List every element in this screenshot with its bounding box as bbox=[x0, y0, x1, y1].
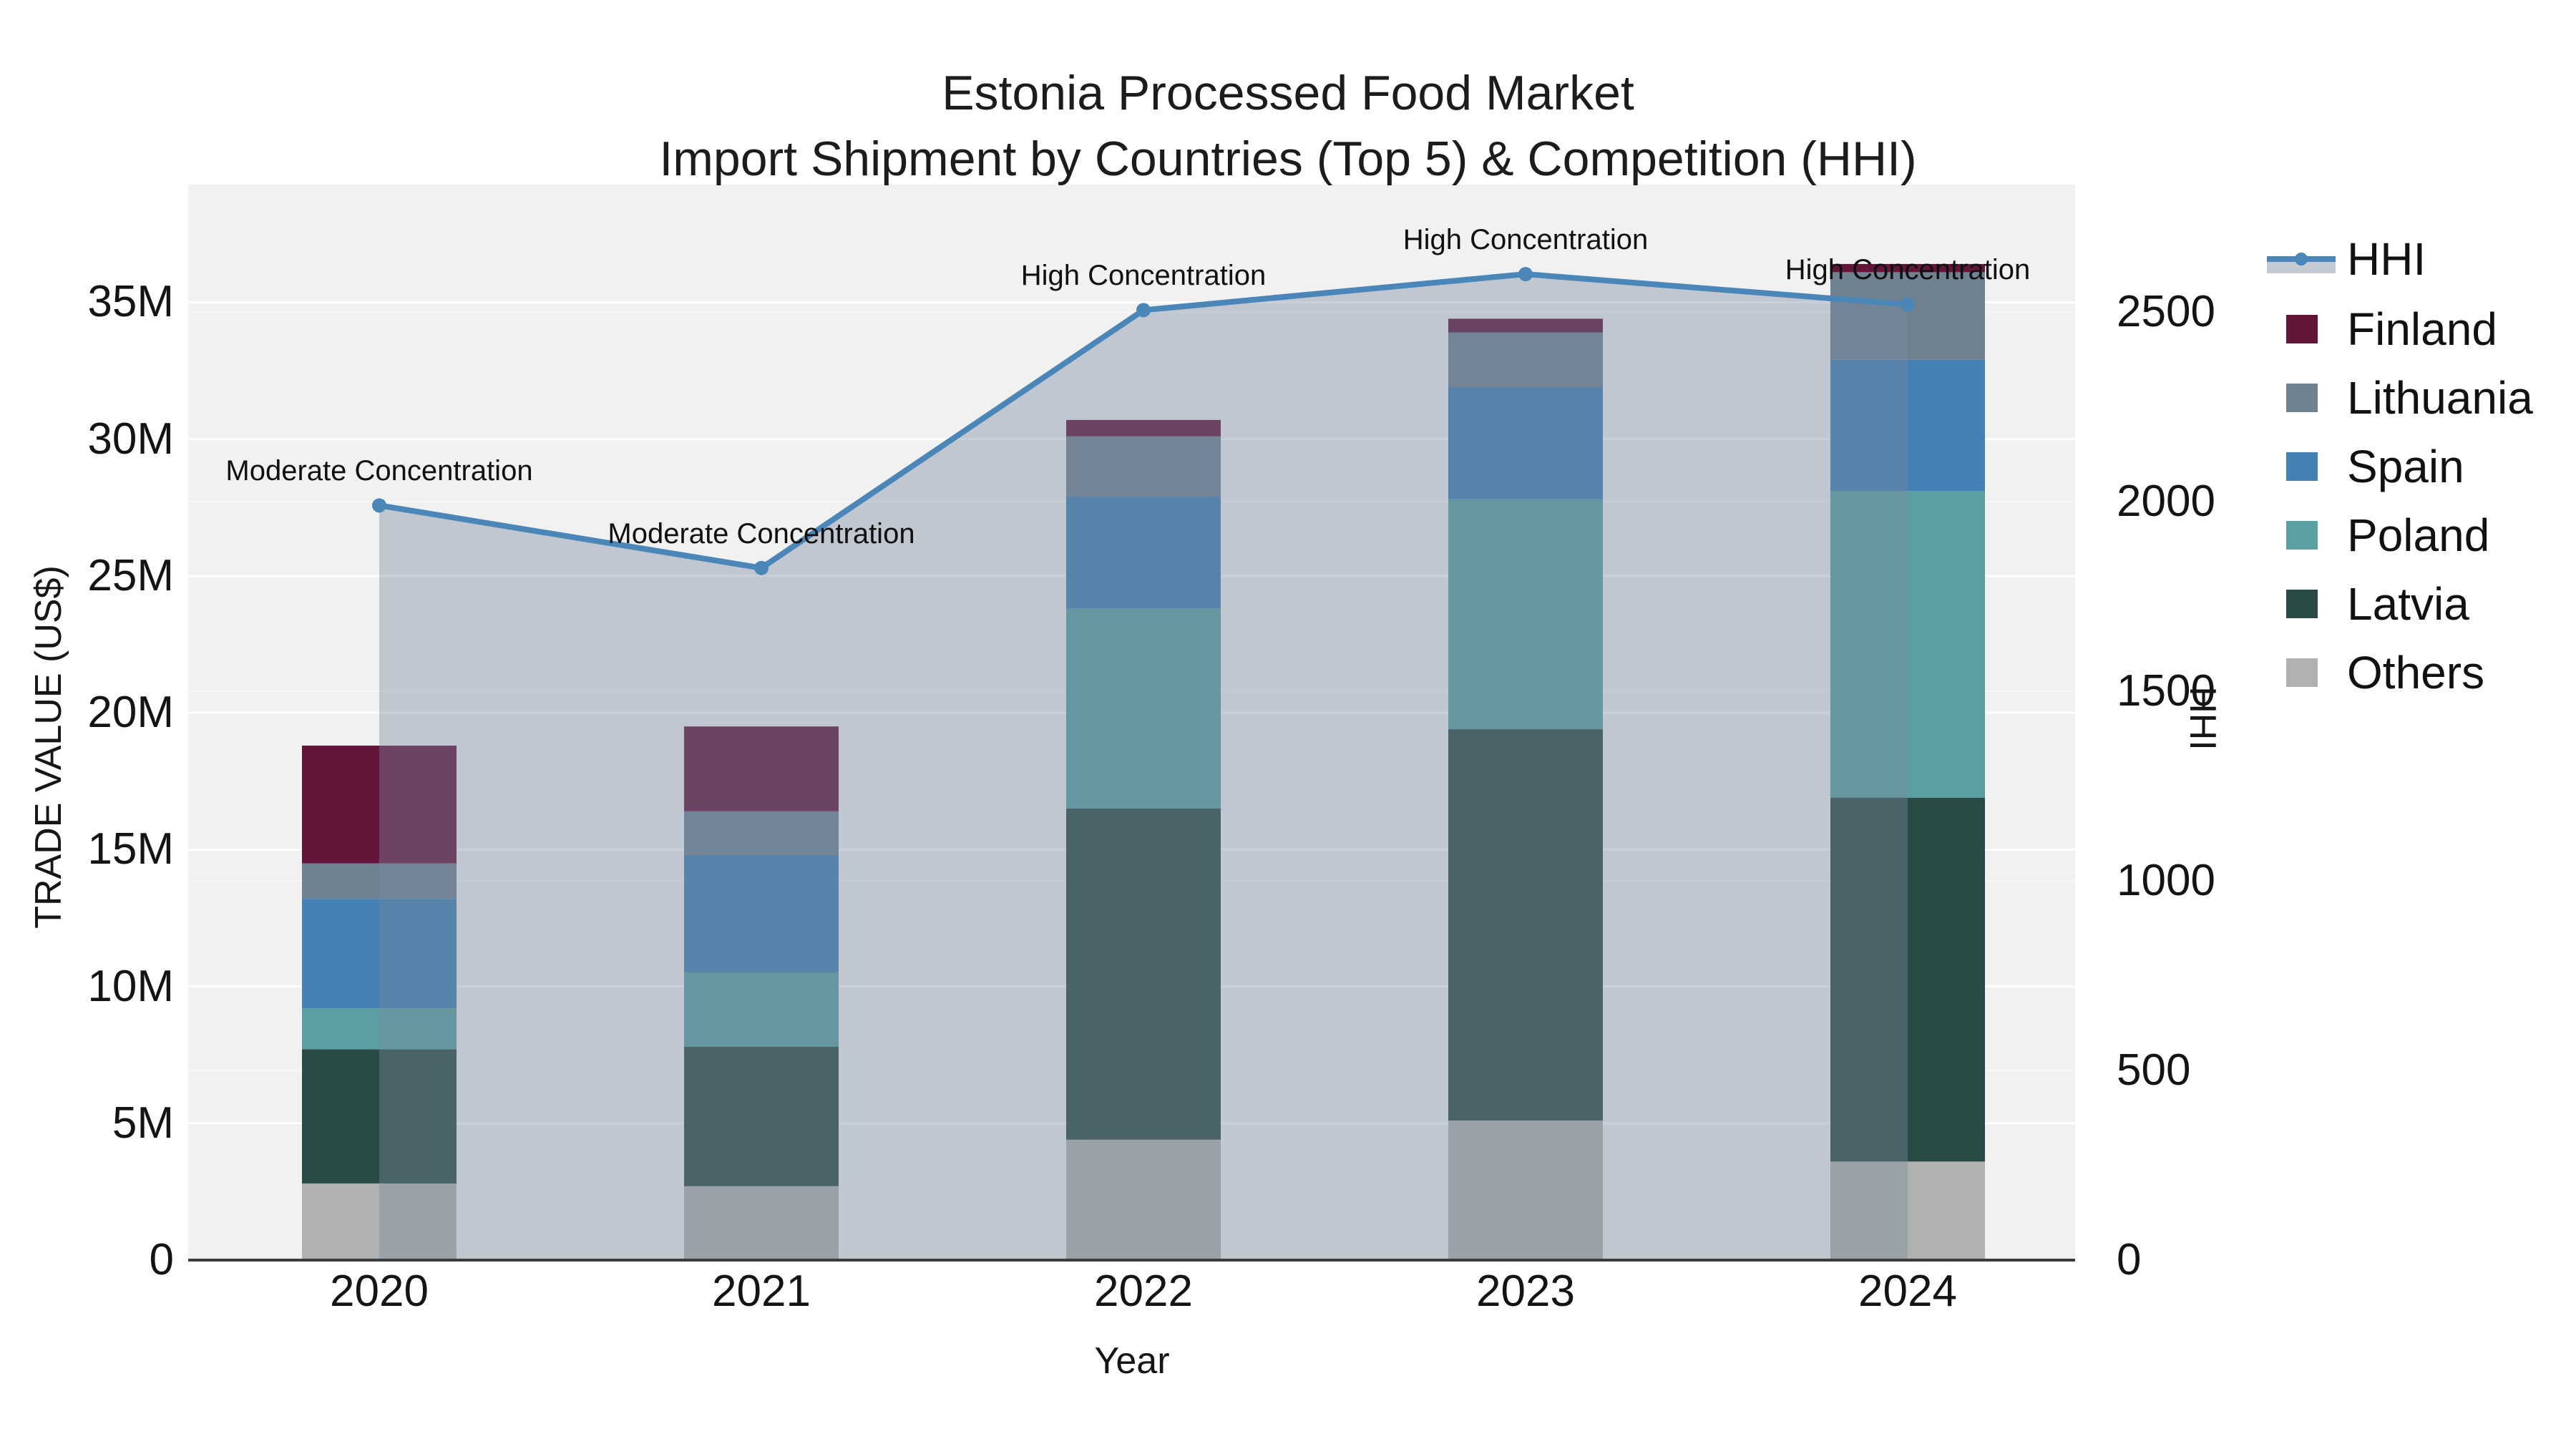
legend-label-lithuania: Lithuania bbox=[2347, 372, 2533, 424]
x-tick-2023: 2023 bbox=[1476, 1267, 1575, 1316]
y-tick-15M: 15M bbox=[87, 824, 174, 874]
legend-swatch-lithuania bbox=[2286, 384, 2318, 412]
y2-tick-500: 500 bbox=[2117, 1045, 2191, 1095]
chart-title-line2: Import Shipment by Countries (Top 5) & C… bbox=[659, 132, 1917, 186]
legend-swatch-latvia bbox=[2286, 590, 2318, 618]
y2-tick-2000: 2000 bbox=[2117, 477, 2215, 527]
x-tick-2021: 2021 bbox=[712, 1267, 811, 1316]
chart-title-line1: Estonia Processed Food Market bbox=[942, 66, 1634, 120]
y-tick-25M: 25M bbox=[87, 550, 174, 600]
hhi-marker-2024 bbox=[1901, 297, 1915, 312]
bar-segment-2021-others bbox=[684, 1186, 839, 1260]
annotation-2023: High Concentration bbox=[1402, 224, 1649, 256]
bar-segment-2023-lithuania bbox=[1448, 332, 1603, 388]
bar-segment-2020-latvia bbox=[302, 1049, 457, 1184]
x-axis-title: Year bbox=[1094, 1340, 1170, 1382]
bar-segment-2023-latvia bbox=[1448, 729, 1603, 1121]
legend-swatch-finland bbox=[2286, 315, 2318, 343]
hhi-area-fill bbox=[379, 274, 1908, 1260]
hhi-marker-2021 bbox=[754, 560, 769, 575]
annotation-2021: Moderate Concentration bbox=[608, 517, 915, 550]
x-tick-2022: 2022 bbox=[1094, 1267, 1193, 1316]
y-tick-10M: 10M bbox=[87, 961, 174, 1011]
legend-swatch-spain bbox=[2286, 452, 2318, 481]
y-tick-5M: 5M bbox=[112, 1098, 174, 1148]
hhi-marker-2022 bbox=[1136, 303, 1151, 318]
y2-axis-title: HHI bbox=[2182, 686, 2223, 751]
y-tick-0: 0 bbox=[149, 1235, 174, 1284]
bar-segment-2021-finland bbox=[684, 726, 839, 811]
y-tick-20M: 20M bbox=[87, 688, 174, 738]
bar-segment-2024-spain bbox=[1830, 359, 1985, 492]
bar-segment-2021-poland bbox=[684, 972, 839, 1047]
hhi-dot-icon bbox=[2295, 253, 2308, 265]
y-tick-30M: 30M bbox=[87, 414, 174, 464]
legend-label-finland: Finland bbox=[2347, 303, 2497, 355]
bar-segment-2022-latvia bbox=[1066, 808, 1221, 1140]
hhi-line-area-swatch bbox=[2267, 225, 2336, 293]
bar-segment-2020-poland bbox=[302, 1008, 457, 1050]
annotation-2020: Moderate Concentration bbox=[225, 455, 533, 487]
hhi-band-icon bbox=[2267, 262, 2336, 273]
bar-segment-2024-finland bbox=[1830, 263, 1985, 273]
hhi-marker-2023 bbox=[1518, 267, 1533, 282]
bar-segment-2022-finland bbox=[1066, 419, 1221, 436]
bar-segment-2022-others bbox=[1066, 1139, 1221, 1260]
y2-tick-2500: 2500 bbox=[2117, 287, 2215, 337]
bar-segment-2024-poland bbox=[1830, 491, 1985, 798]
bar-segment-2022-spain bbox=[1066, 496, 1221, 609]
y-tick-35M: 35M bbox=[87, 277, 174, 327]
bar-segment-2021-lithuania bbox=[684, 811, 839, 855]
bar-segment-2021-spain bbox=[684, 854, 839, 973]
legend-label-hhi: HHI bbox=[2347, 233, 2426, 285]
bar-segment-2023-finland bbox=[1448, 318, 1603, 333]
bar-segment-2023-poland bbox=[1448, 499, 1603, 730]
x-tick-2020: 2020 bbox=[330, 1267, 429, 1316]
bar-segment-2020-finland bbox=[302, 746, 457, 864]
bar-segment-2020-others bbox=[302, 1183, 457, 1260]
bar-segment-2021-latvia bbox=[684, 1046, 839, 1186]
legend-label-latvia: Latvia bbox=[2347, 578, 2469, 630]
legend-swatch-poland bbox=[2286, 521, 2318, 550]
y2-tick-0: 0 bbox=[2117, 1235, 2142, 1284]
bar-segment-2024-others bbox=[1830, 1161, 1985, 1260]
legend-label-poland: Poland bbox=[2347, 509, 2490, 561]
bar-segment-2022-poland bbox=[1066, 608, 1221, 809]
y2-tick-1000: 1000 bbox=[2117, 856, 2215, 906]
annotation-2022: High Concentration bbox=[1020, 260, 1267, 292]
hhi-marker-2020 bbox=[372, 498, 386, 513]
chart-title: Estonia Processed Food Market Import Shi… bbox=[0, 60, 2576, 192]
x-tick-2024: 2024 bbox=[1858, 1267, 1957, 1316]
bar-segment-2023-others bbox=[1448, 1120, 1603, 1260]
legend-label-others: Others bbox=[2347, 647, 2485, 698]
bar-segment-2020-lithuania bbox=[302, 863, 457, 899]
bar-segment-2024-latvia bbox=[1830, 797, 1985, 1162]
y2-tick-1500: 1500 bbox=[2117, 666, 2215, 716]
bar-segment-2020-spain bbox=[302, 899, 457, 1009]
bar-segment-2022-lithuania bbox=[1066, 436, 1221, 497]
legend-swatch-others bbox=[2286, 658, 2318, 687]
bar-segment-2023-spain bbox=[1448, 387, 1603, 499]
bar-segment-2024-lithuania bbox=[1830, 272, 1985, 360]
legend-label-spain: Spain bbox=[2347, 441, 2464, 492]
annotation-2024: High Concentration bbox=[1785, 254, 2031, 286]
